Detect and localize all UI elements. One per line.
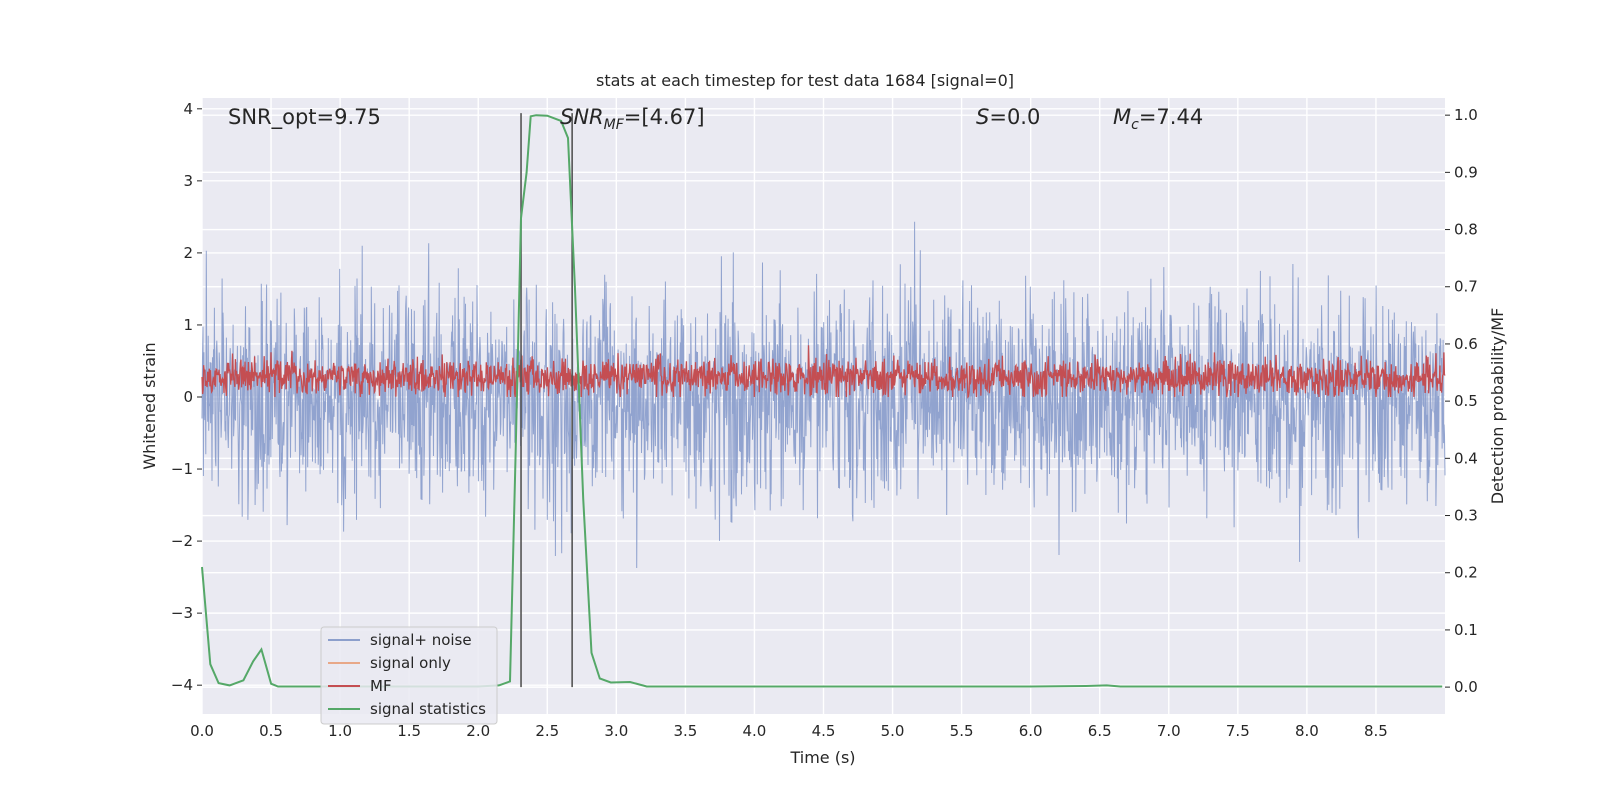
annotation-snr-mf-value: =[4.67]	[624, 105, 705, 129]
series-signal-noise-line	[201, 221, 1446, 569]
chart-title: stats at each timestep for test data 168…	[596, 71, 1014, 90]
y-tick-label-right: 0.7	[1454, 278, 1478, 296]
annotation-s-number: =0.0	[989, 105, 1040, 129]
x-tick-label: 5.0	[881, 722, 905, 740]
y-tick-label-right: 0.6	[1454, 335, 1478, 353]
x-tick-label: 4.5	[812, 722, 836, 740]
legend-label-signal-noise: signal+ noise	[370, 631, 472, 649]
x-tick-label: 2.5	[535, 722, 559, 740]
legend-label-mf: MF	[370, 677, 392, 695]
y-tick-label-left: −2	[171, 532, 193, 550]
annotation-s-symbol: S	[976, 105, 989, 129]
x-tick-label: 3.0	[604, 722, 628, 740]
y-axis-label-left: Whitened strain	[140, 342, 159, 469]
y-tick-label-left: 0	[183, 388, 193, 406]
y-tick-label-right: 0.4	[1454, 449, 1478, 467]
series-mf-line	[201, 345, 1446, 399]
annotation-snr-mf-sub: MF	[604, 117, 625, 133]
x-tick-label: 8.0	[1295, 722, 1319, 740]
x-tick-label: 1.0	[328, 722, 352, 740]
x-tick-label: 7.0	[1157, 722, 1181, 740]
x-tick-label: 2.0	[466, 722, 490, 740]
x-tick-label: 6.0	[1019, 722, 1043, 740]
legend-label-signal-statistics: signal statistics	[370, 700, 486, 718]
y-tick-label-right: 0.8	[1454, 221, 1478, 239]
y-tick-label-left: −1	[171, 460, 193, 478]
y-tick-label-right: 1.0	[1454, 106, 1478, 124]
legend: signal+ noise signal only MF signal stat…	[320, 626, 498, 725]
annotation-snr-mf-base: SNR	[560, 105, 604, 129]
x-tick-label: 4.0	[743, 722, 767, 740]
y-tick-label-right: 0.0	[1454, 678, 1478, 696]
y-tick-label-left: 2	[183, 244, 193, 262]
y-tick-label-right: 0.1	[1454, 621, 1478, 639]
x-tick-label: 1.5	[397, 722, 421, 740]
y-tick-label-right: 0.5	[1454, 392, 1478, 410]
annotation-s-value: S=0.0	[976, 105, 1040, 129]
x-tick-label: 8.5	[1364, 722, 1388, 740]
y-tick-label-right: 0.2	[1454, 564, 1478, 582]
y-tick-label-left: 4	[183, 100, 193, 118]
y-tick-label-left: −3	[171, 604, 193, 622]
legend-box	[320, 626, 498, 725]
axes: 0.0 0.5 1.0 1.5 2.0 2.5 3.0 3.5 4.0 4.5 5.0 5.5 6.0 6…	[171, 100, 1478, 740]
x-tick-label: 0.0	[190, 722, 214, 740]
y-axis-label-right: Detection probability/MF	[1488, 308, 1507, 505]
y-tick-label-right: 0.9	[1454, 163, 1478, 181]
y-tick-label-left: −4	[171, 676, 193, 694]
annotation-mc-value: Mc=7.44	[1113, 105, 1203, 133]
plot-content	[201, 113, 1446, 688]
annotation-mc-number: =7.44	[1139, 105, 1203, 129]
annotation-mc-symbol: M	[1113, 105, 1131, 129]
y-tick-label-left: 1	[183, 316, 193, 334]
annotation-mc-sub: c	[1131, 117, 1139, 133]
x-tick-label: 3.5	[673, 722, 697, 740]
x-tick-label: 0.5	[259, 722, 283, 740]
annotation-snr-mf: SNRMF=[4.67]	[560, 105, 705, 133]
legend-label-signal-only: signal only	[370, 654, 451, 672]
x-axis-label: Time (s)	[789, 748, 855, 767]
annotation-snr-opt: SNR_opt=9.75	[228, 105, 381, 130]
x-tick-label: 7.5	[1226, 722, 1250, 740]
series-signal-statistics-line	[201, 114, 1443, 688]
y-tick-label-right: 0.3	[1454, 507, 1478, 525]
y-tick-label-left: 3	[183, 172, 193, 190]
x-tick-label: 6.5	[1088, 722, 1112, 740]
x-tick-label: 5.5	[950, 722, 974, 740]
